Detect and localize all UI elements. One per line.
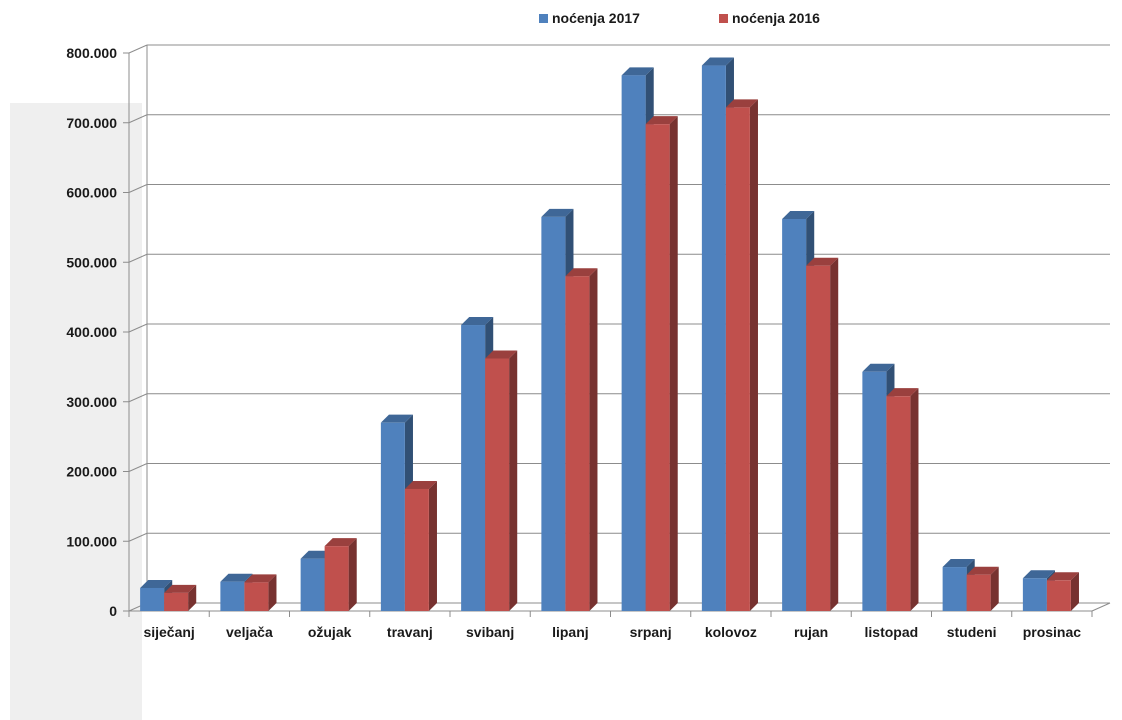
bar-2016-veljača bbox=[244, 574, 277, 611]
x-tick-label: ožujak bbox=[308, 624, 352, 640]
y-tick-label: 500.000 bbox=[66, 254, 117, 270]
y-tick-label: 800.000 bbox=[66, 45, 117, 61]
gridline bbox=[123, 253, 1110, 263]
gridline bbox=[123, 44, 1110, 54]
legend-item-2017: noćenja 2017 bbox=[539, 10, 640, 26]
bar-2016-lipanj bbox=[565, 268, 598, 611]
x-tick-label: listopad bbox=[865, 624, 919, 640]
legend: noćenja 2017 noćenja 2016 bbox=[539, 10, 820, 26]
bars bbox=[140, 57, 1079, 612]
gridlines bbox=[123, 44, 1110, 612]
bar-2016-svibanj bbox=[485, 350, 518, 611]
y-tick-label: 400.000 bbox=[66, 324, 117, 340]
y-tick-label: 700.000 bbox=[66, 115, 117, 131]
background-panel bbox=[10, 103, 142, 720]
bar-2016-ožujak bbox=[324, 538, 357, 611]
x-tick-label: siječanj bbox=[143, 624, 194, 640]
x-tick-label: travanj bbox=[387, 624, 433, 640]
gridline bbox=[123, 532, 1110, 542]
legend-label-2017: noćenja 2017 bbox=[552, 10, 640, 26]
bar-2016-rujan bbox=[806, 257, 839, 611]
gridline bbox=[123, 184, 1110, 193]
x-tick-label: srpanj bbox=[630, 624, 672, 640]
bar-2016-studeni bbox=[966, 566, 999, 611]
gridline bbox=[123, 323, 1110, 333]
x-tick-label: veljača bbox=[226, 624, 273, 640]
x-tick-label: svibanj bbox=[466, 624, 514, 640]
bar-2016-siječanj bbox=[164, 584, 197, 611]
x-tick-label: kolovoz bbox=[705, 624, 757, 640]
bar-2016-prosinac bbox=[1046, 572, 1079, 611]
bar-2016-travanj bbox=[404, 480, 437, 611]
y-tick-label: 600.000 bbox=[66, 185, 117, 201]
legend-label-2016: noćenja 2016 bbox=[732, 10, 820, 26]
bar-2016-kolovoz bbox=[725, 99, 758, 611]
legend-swatch-2016 bbox=[719, 14, 728, 23]
y-tick-label: 200.000 bbox=[66, 464, 117, 480]
floor-edge bbox=[1091, 602, 1111, 612]
gridline bbox=[123, 114, 1110, 124]
y-tick-label: 100.000 bbox=[66, 533, 117, 549]
labels: 0 100.000 200.000 300.000 400.000 500.000 600.… bbox=[66, 45, 1081, 640]
x-tick-label: lipanj bbox=[552, 624, 589, 640]
x-tick-label: prosinac bbox=[1023, 624, 1082, 640]
gridline bbox=[123, 463, 1110, 472]
bar-2016-listopad bbox=[886, 388, 919, 611]
y-tick-label: 0 bbox=[109, 603, 117, 619]
x-tick-label: rujan bbox=[794, 624, 828, 640]
y-tick-label: 300.000 bbox=[66, 394, 117, 410]
x-tick-label: studeni bbox=[947, 624, 997, 640]
gridline bbox=[123, 393, 1110, 403]
bar-2016-srpanj bbox=[645, 116, 678, 612]
legend-item-2016: noćenja 2016 bbox=[719, 10, 820, 26]
legend-swatch-2017 bbox=[539, 14, 548, 23]
axes bbox=[128, 45, 1111, 617]
